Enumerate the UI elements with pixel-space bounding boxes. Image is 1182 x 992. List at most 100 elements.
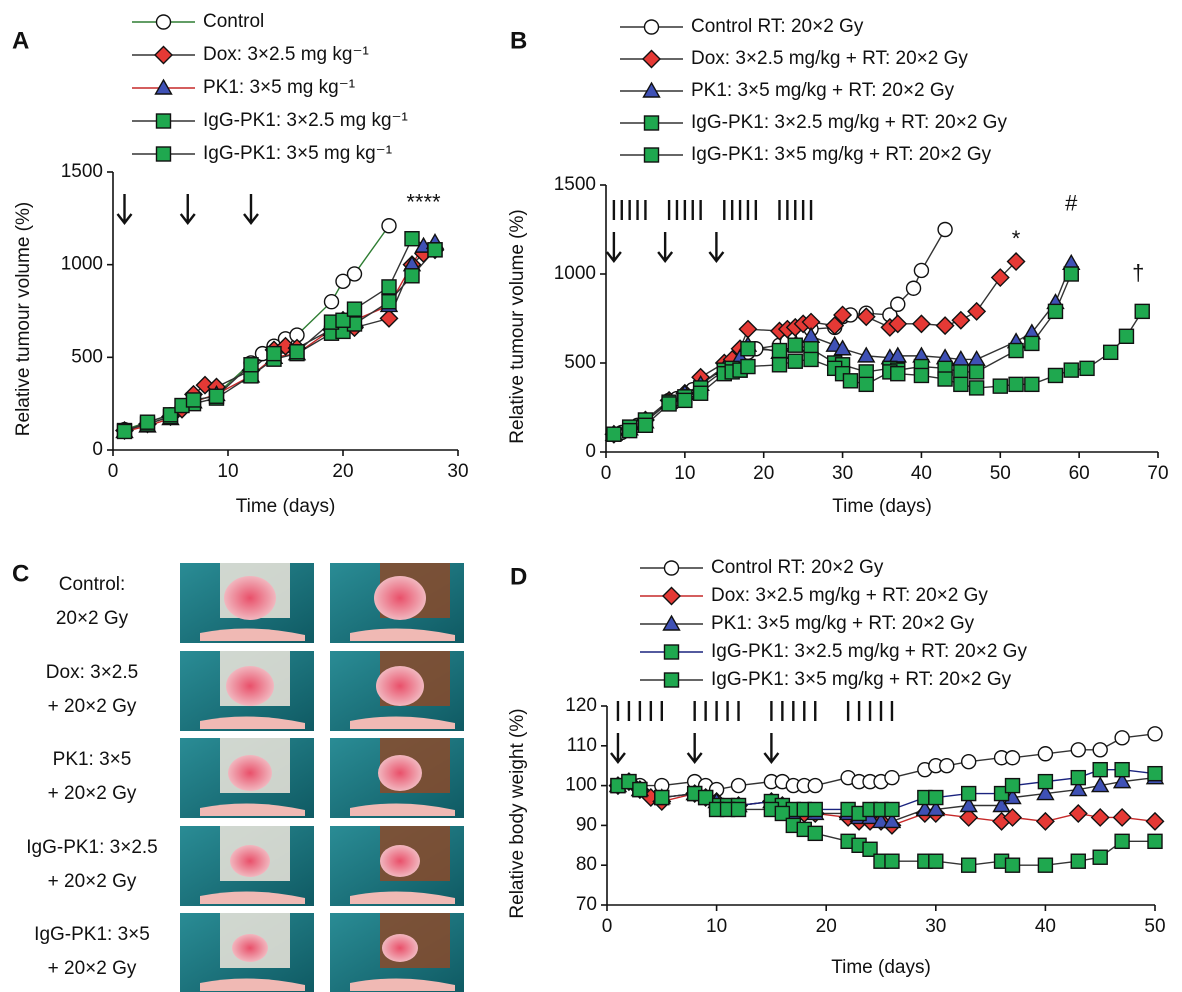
- marker: [185, 392, 202, 408]
- photo-tumour: [228, 755, 272, 791]
- photo-label: IgG-PK1: 3×2.5: [26, 837, 158, 858]
- marker: [967, 350, 986, 367]
- marker: [1069, 780, 1088, 797]
- marker: [621, 422, 638, 439]
- photo-label: Control:: [59, 574, 126, 595]
- marker: [335, 312, 351, 328]
- marker: [1004, 777, 1021, 794]
- marker: [154, 78, 173, 95]
- panel-letter: B: [510, 27, 527, 54]
- marker: [289, 344, 305, 360]
- y-tick-label: 110: [567, 735, 597, 756]
- x-tick-label: 0: [601, 463, 612, 484]
- marker: [992, 378, 1008, 394]
- annotation: *: [1012, 226, 1021, 251]
- marker: [381, 218, 397, 234]
- marker: [642, 81, 661, 98]
- y-tick-label: 1000: [61, 254, 103, 275]
- marker: [937, 221, 953, 238]
- marker: [1047, 367, 1064, 384]
- marker: [968, 364, 985, 380]
- y-tick-label: 80: [576, 854, 597, 875]
- marker: [1063, 266, 1079, 282]
- marker: [1102, 344, 1119, 361]
- dose-arrow: [605, 232, 622, 263]
- dose-arrow: [179, 194, 196, 225]
- marker: [1147, 726, 1163, 742]
- marker: [663, 644, 680, 660]
- x-tick-label: 10: [217, 461, 238, 482]
- y-tick-label: 100: [565, 775, 597, 796]
- photo-limb: [350, 628, 455, 641]
- marker: [960, 785, 977, 802]
- marker: [1070, 853, 1086, 869]
- marker: [871, 812, 891, 829]
- marker: [1147, 765, 1163, 782]
- photo-label: IgG-PK1: 3×5: [34, 924, 150, 945]
- photo-label: + 20×2 Gy: [48, 696, 137, 717]
- marker: [139, 414, 156, 430]
- photo-limb: [350, 803, 455, 816]
- marker: [155, 146, 172, 162]
- marker: [1145, 811, 1165, 831]
- marker: [730, 777, 747, 794]
- marker: [155, 14, 172, 30]
- photo-limb: [350, 978, 455, 991]
- x-tick-label: 0: [602, 916, 613, 937]
- marker: [404, 231, 420, 247]
- dose-arrow: [686, 733, 703, 764]
- marker: [787, 353, 803, 369]
- photo-label: Dox: 3×2.5: [46, 662, 138, 683]
- marker: [738, 319, 758, 339]
- dose-arrow: [708, 232, 725, 263]
- marker: [1037, 773, 1054, 790]
- marker: [771, 357, 788, 373]
- marker: [1004, 857, 1021, 873]
- marker: [155, 113, 172, 129]
- marker: [771, 342, 788, 359]
- y-tick-label: 0: [585, 441, 596, 462]
- marker: [960, 754, 977, 770]
- marker: [935, 316, 955, 336]
- x-axis-label: Time (days): [236, 496, 336, 517]
- marker: [953, 376, 969, 393]
- marker: [642, 49, 661, 69]
- x-tick-label: 30: [832, 463, 853, 484]
- marker: [1063, 362, 1079, 378]
- x-tick-label: 60: [1069, 463, 1090, 484]
- marker: [346, 301, 363, 317]
- y-tick-label: 1000: [554, 263, 596, 284]
- marker: [1112, 772, 1132, 789]
- marker: [1036, 784, 1055, 801]
- marker: [959, 807, 979, 827]
- y-axis-label: Relative tumour volume (%): [13, 202, 34, 436]
- marker: [803, 351, 819, 368]
- marker: [637, 417, 654, 433]
- marker: [740, 341, 756, 357]
- dose-arrow: [610, 733, 626, 764]
- photo-tumour: [226, 666, 274, 706]
- x-tick-label: 50: [1144, 916, 1165, 937]
- x-tick-label: 40: [911, 463, 932, 484]
- marker: [858, 376, 874, 393]
- panel-letter: D: [510, 563, 527, 590]
- x-tick-label: 30: [925, 916, 946, 937]
- legend-label: IgG-PK1: 3×2.5 mg/kg + RT: 20×2 Gy: [691, 112, 1007, 133]
- x-tick-label: 20: [753, 463, 774, 484]
- marker: [1090, 807, 1110, 827]
- marker: [968, 380, 985, 396]
- legend-label: PK1: 3×5 mg kg⁻¹: [203, 77, 355, 98]
- marker: [1037, 746, 1054, 762]
- marker: [208, 388, 225, 404]
- marker: [905, 280, 922, 296]
- marker: [882, 812, 902, 829]
- dose-arrow: [763, 733, 780, 764]
- legend-label: IgG-PK1: 3×2.5 mg kg⁻¹: [203, 110, 408, 131]
- marker: [911, 314, 931, 334]
- marker: [856, 307, 876, 327]
- marker: [1035, 811, 1055, 831]
- dose-arrow: [657, 232, 674, 263]
- photo-tumour: [230, 845, 270, 877]
- marker: [404, 268, 420, 284]
- y-axis-label: Relative body weight (%): [507, 708, 528, 918]
